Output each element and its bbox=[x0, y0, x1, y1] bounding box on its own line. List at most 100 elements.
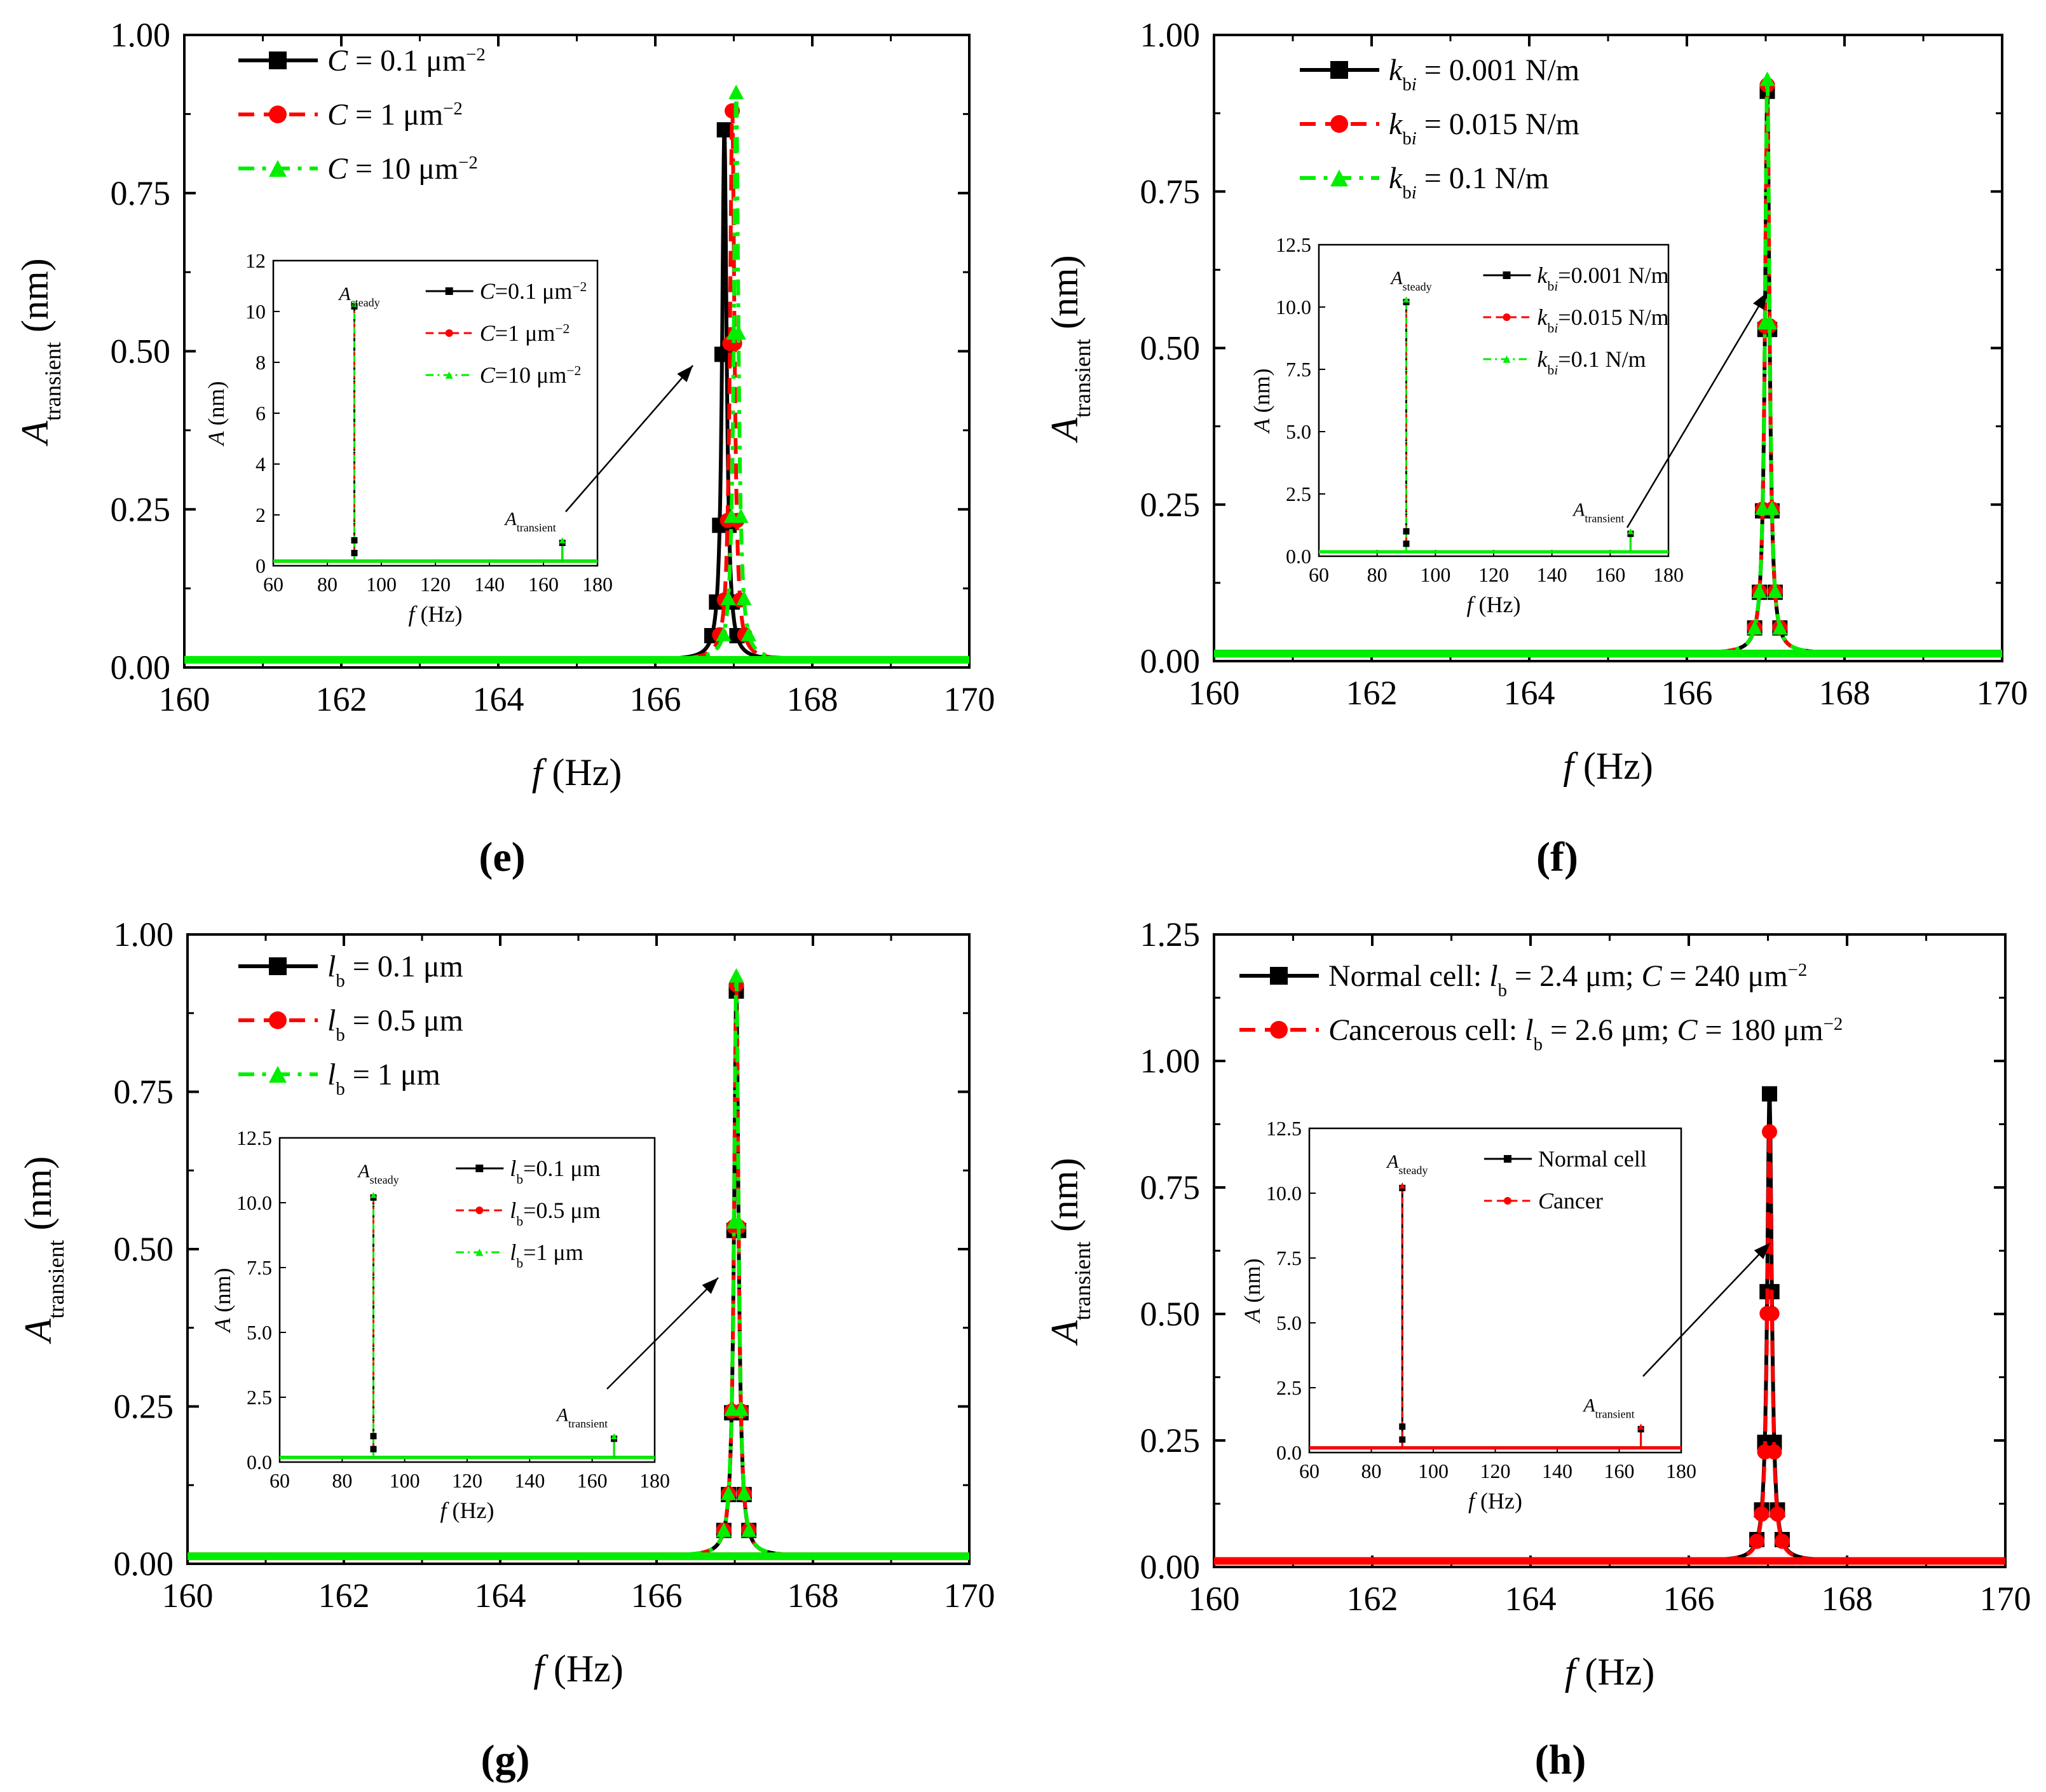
inset-y-tick-label: 10.0 bbox=[1266, 1182, 1302, 1205]
inset-y-tick-label: 7.5 bbox=[1276, 1247, 1302, 1269]
inset-legend-entry-0: C=0.1 μm−2 bbox=[425, 278, 587, 304]
y-tick-label: 0.00 bbox=[1140, 1548, 1201, 1586]
inset-y-tick-label: 5.0 bbox=[247, 1321, 272, 1344]
panel-label: (g) bbox=[481, 1737, 530, 1783]
y-tick-label: 1.00 bbox=[111, 16, 171, 54]
y-tick-label: 0.25 bbox=[1140, 1421, 1201, 1460]
inset-legend-marker bbox=[445, 329, 453, 337]
legend-label: kbi = 0.015 N/m bbox=[1389, 107, 1579, 149]
inset-legend-marker bbox=[475, 1207, 484, 1214]
x-tick-label: 170 bbox=[1977, 674, 2028, 712]
y-tick-label: 0.00 bbox=[1140, 642, 1201, 680]
plot-area bbox=[1214, 71, 2002, 658]
series-marker-1-1 bbox=[1754, 1506, 1770, 1522]
x-axis-label: f (Hz) bbox=[1563, 745, 1653, 787]
series-marker-0-4 bbox=[1761, 1086, 1777, 1102]
inset-legend-label: kbi=0.001 N/m bbox=[1538, 263, 1669, 294]
y-tick-label: 0.00 bbox=[111, 648, 171, 687]
inset-legend-entry-0: kbi=0.001 N/m bbox=[1483, 263, 1669, 294]
y-tick-label: 0.00 bbox=[114, 1545, 174, 1583]
zoom-arrow bbox=[606, 1277, 719, 1390]
legend-entry-2: C = 10 μm−2 bbox=[238, 152, 478, 186]
series-marker-2-8 bbox=[741, 1522, 757, 1537]
inset-x-tick-label: 180 bbox=[1653, 563, 1684, 586]
legend-entry-2: kbi = 0.1 N/m bbox=[1300, 161, 1549, 203]
inset-legend-entry-2: lb=1 μm bbox=[456, 1240, 583, 1271]
series-marker-1-8 bbox=[1774, 1533, 1790, 1549]
x-axis-label: f (Hz) bbox=[1565, 1651, 1655, 1693]
legend-marker bbox=[1330, 115, 1348, 133]
inset-legend-marker bbox=[1503, 1197, 1511, 1205]
legend-marker bbox=[269, 957, 287, 975]
y-tick-label: 0.75 bbox=[1140, 172, 1201, 210]
arrow-shaft bbox=[606, 1277, 719, 1390]
inset-steady-marker-2 bbox=[1399, 1436, 1406, 1443]
x-tick-label: 168 bbox=[788, 1577, 839, 1615]
inset-x-tick-label: 120 bbox=[1478, 563, 1509, 586]
inset-x-tick-label: 160 bbox=[577, 1469, 608, 1492]
x-tick-label: 162 bbox=[1347, 1580, 1398, 1618]
legend-entry-1: Cancerous cell: lb = 2.6 μm; C = 180 μm−… bbox=[1239, 1013, 1843, 1055]
x-tick-label: 160 bbox=[159, 680, 210, 718]
legend-marker bbox=[1330, 169, 1348, 187]
inset-frame bbox=[278, 1137, 656, 1463]
inset-y-tick-label: 7.5 bbox=[247, 1256, 272, 1279]
inset-legend-entry-1: kbi=0.015 N/m bbox=[1483, 304, 1669, 336]
legend-entry-0: C = 0.1 μm−2 bbox=[238, 44, 486, 78]
legend-entry-0: kbi = 0.001 N/m bbox=[1300, 53, 1579, 95]
y-axis-label: Atransient (nm) bbox=[1044, 255, 1095, 443]
legend-entry-2: lb = 1 μm bbox=[238, 1058, 440, 1099]
legend-marker bbox=[269, 106, 287, 123]
legend-entry-1: lb = 0.5 μm bbox=[238, 1004, 463, 1045]
inset-x-tick-label: 60 bbox=[263, 573, 283, 596]
y-tick-label: 0.75 bbox=[1140, 1168, 1201, 1207]
inset-steady-annotation: Asteady bbox=[338, 284, 379, 309]
inset-x-tick-label: 80 bbox=[1361, 1460, 1382, 1482]
inset-legend-label: C=1 μm−2 bbox=[480, 320, 570, 346]
y-axis-label: Atransient (nm) bbox=[14, 258, 65, 446]
inset-legend-label: kbi=0.015 N/m bbox=[1538, 304, 1669, 336]
zoom-arrow bbox=[1626, 292, 1768, 528]
x-tick-label: 162 bbox=[1346, 674, 1398, 712]
inset-y-tick-label: 8 bbox=[256, 351, 266, 374]
inset-legend-entry-0: lb=0.1 μm bbox=[456, 1156, 601, 1187]
inset-x-tick-label: 140 bbox=[1542, 1460, 1572, 1482]
inset-y-tick-label: 7.5 bbox=[1286, 358, 1311, 381]
inset-legend-entry-2: kbi=0.1 N/m bbox=[1483, 346, 1646, 378]
x-tick-label: 166 bbox=[630, 680, 681, 718]
inset-x-tick-label: 60 bbox=[1299, 1460, 1320, 1482]
inset-y-tick-label: 12.5 bbox=[236, 1126, 272, 1149]
inset-x-tick-label: 120 bbox=[1480, 1460, 1511, 1482]
inset-steady-top-marker bbox=[1403, 296, 1410, 303]
inset-x-tick-label: 140 bbox=[514, 1469, 545, 1492]
inset-legend-marker bbox=[1503, 1155, 1511, 1163]
inset-x-tick-label: 120 bbox=[452, 1469, 482, 1492]
panel-f: 160 162 164 166 168 170 0.00 0.25 0.50 0.75 1.00 f … bbox=[1044, 16, 2028, 880]
arrow-head bbox=[677, 366, 693, 383]
legend-marker bbox=[269, 1065, 287, 1083]
inset-x-tick-label: 180 bbox=[1666, 1460, 1696, 1482]
inset-chart: 60 80 100 120 140 160 180 0 2 4 6 8 10 12 f (Hz) A (nm)… bbox=[203, 249, 613, 627]
x-tick-label: 170 bbox=[944, 680, 995, 718]
inset-y-tick-label: 5.0 bbox=[1286, 420, 1311, 443]
inset-x-tick-label: 80 bbox=[1367, 563, 1388, 586]
inset-y-label: A (nm) bbox=[203, 381, 229, 447]
inset-y-tick-label: 10 bbox=[245, 300, 266, 323]
inset-y-label: A (nm) bbox=[1249, 369, 1274, 434]
inset-legend-marker bbox=[1503, 355, 1511, 363]
x-tick-label: 160 bbox=[1189, 674, 1240, 712]
legend-label: kbi = 0.001 N/m bbox=[1389, 53, 1579, 95]
x-tick-label: 168 bbox=[1822, 1580, 1873, 1618]
arrow-head bbox=[1754, 1243, 1770, 1259]
x-tick-label: 170 bbox=[944, 1577, 995, 1615]
y-tick-label: 1.25 bbox=[1140, 915, 1201, 954]
inset-steady-top-marker bbox=[351, 301, 358, 307]
series-marker-2-8 bbox=[1772, 620, 1788, 635]
inset-legend-label: lb=0.1 μm bbox=[510, 1156, 600, 1187]
inset-x-tick-label: 160 bbox=[528, 573, 559, 596]
inset-x-tick-label: 140 bbox=[474, 573, 505, 596]
x-tick-label: 166 bbox=[1663, 1580, 1715, 1618]
inset-steady-marker-1 bbox=[370, 1433, 377, 1440]
series-marker-2-6 bbox=[733, 508, 749, 523]
series-marker-2-5 bbox=[731, 1214, 747, 1229]
